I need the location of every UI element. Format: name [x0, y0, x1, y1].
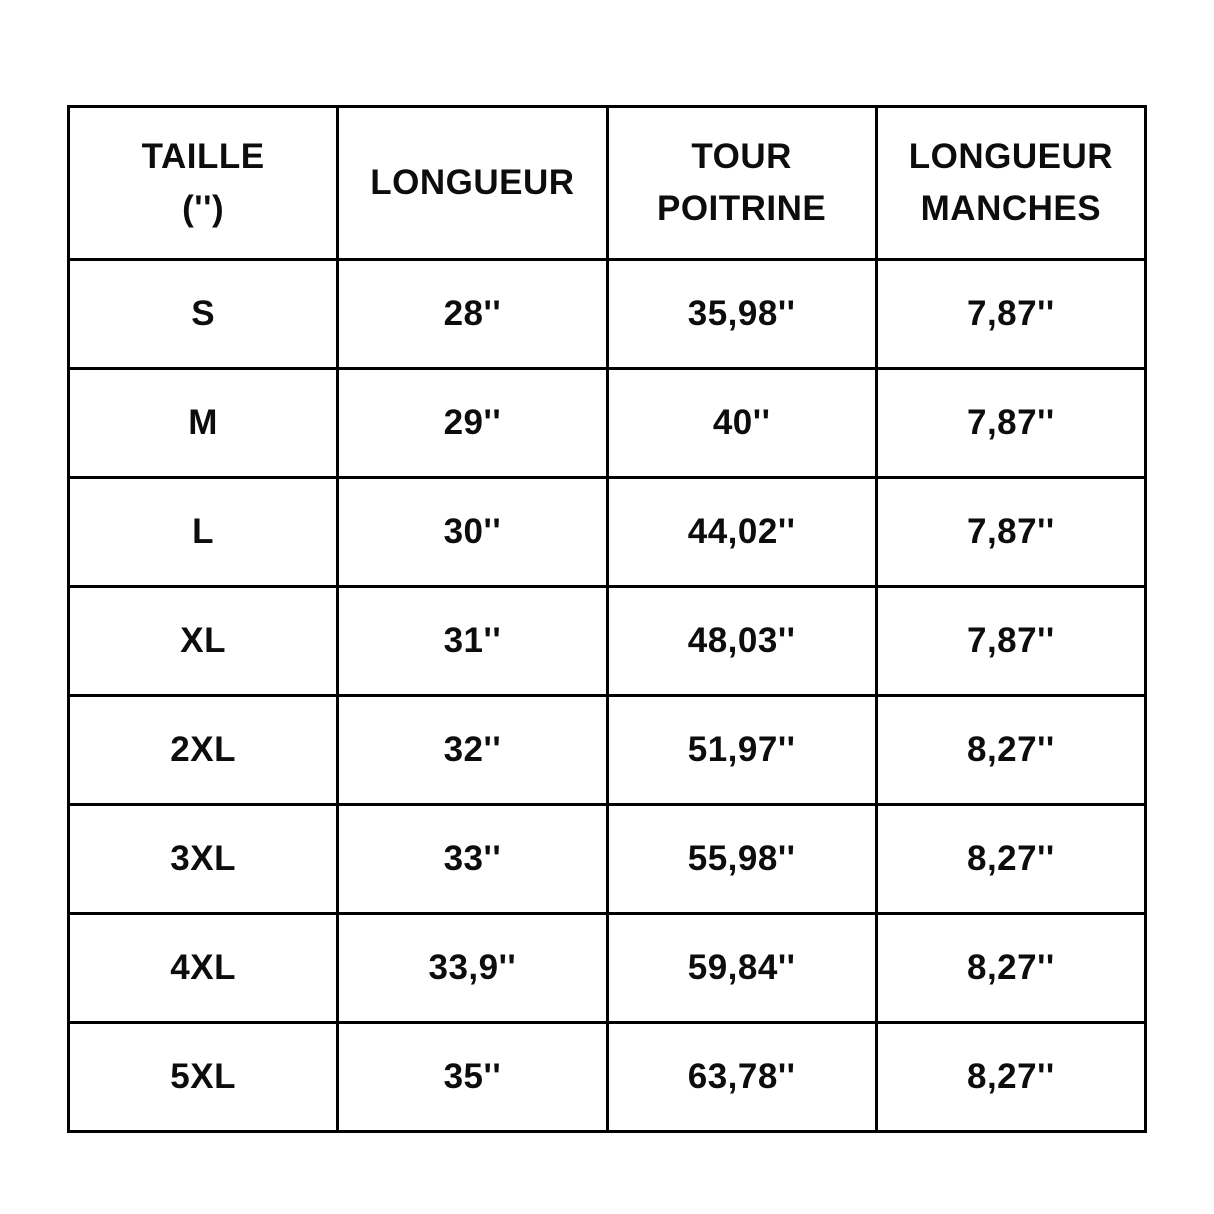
table-row: 5XL 35'' 63,78'' 8,27'' — [66, 1021, 1148, 1133]
size-label-cell: 2XL — [66, 694, 340, 806]
size-label-cell: L — [66, 476, 340, 588]
measurement-cell: 48,03'' — [605, 585, 878, 697]
measurement-cell: 33,9'' — [336, 912, 609, 1024]
measurement-cell: 59,84'' — [605, 912, 878, 1024]
measurement-cell: 51,97'' — [605, 694, 878, 806]
table-row: S 28'' 35,98'' 7,87'' — [66, 258, 1148, 370]
measurement-cell: 7,87'' — [874, 258, 1148, 370]
measurement-cell: 8,27'' — [874, 912, 1148, 1024]
measurement-cell: 32'' — [336, 694, 609, 806]
table-row: 4XL 33,9'' 59,84'' 8,27'' — [66, 912, 1148, 1024]
measurement-cell: 7,87'' — [874, 585, 1148, 697]
table-row: 2XL 32'' 51,97'' 8,27'' — [66, 694, 1148, 806]
measurement-cell: 55,98'' — [605, 803, 878, 915]
measurement-cell: 33'' — [336, 803, 609, 915]
size-label-cell: S — [66, 258, 340, 370]
size-chart-table: TAILLE ('') LONGUEUR TOUR POITRINE LONGUEUR… — [66, 105, 1148, 1133]
measurement-cell: 63,78'' — [605, 1021, 878, 1133]
measurement-cell: 7,87'' — [874, 476, 1148, 588]
size-label-cell: XL — [66, 585, 340, 697]
table-row: XL 31'' 48,03'' 7,87'' — [66, 585, 1148, 697]
measurement-cell: 28'' — [336, 258, 609, 370]
measurement-cell: 31'' — [336, 585, 609, 697]
measurement-cell: 29'' — [336, 367, 609, 479]
measurement-cell: 40'' — [605, 367, 878, 479]
table-row: L 30'' 44,02'' 7,87'' — [66, 476, 1148, 588]
measurement-cell: 7,87'' — [874, 367, 1148, 479]
size-label-cell: 5XL — [66, 1021, 340, 1133]
column-header: TAILLE ('') — [66, 105, 340, 261]
measurement-cell: 8,27'' — [874, 803, 1148, 915]
column-header: TOUR POITRINE — [605, 105, 878, 261]
measurement-cell: 8,27'' — [874, 694, 1148, 806]
size-label-cell: 3XL — [66, 803, 340, 915]
size-label-cell: 4XL — [66, 912, 340, 1024]
column-header: LONGUEUR MANCHES — [874, 105, 1148, 261]
table-row: 3XL 33'' 55,98'' 8,27'' — [66, 803, 1148, 915]
table-body: S 28'' 35,98'' 7,87'' M 29'' 40'' 7,87'' L 30'' 44… — [66, 258, 1148, 1133]
measurement-cell: 35,98'' — [605, 258, 878, 370]
measurement-cell: 44,02'' — [605, 476, 878, 588]
header-row: TAILLE ('') LONGUEUR TOUR POITRINE LONGUEUR… — [66, 105, 1148, 261]
table-header: TAILLE ('') LONGUEUR TOUR POITRINE LONGUEUR… — [66, 105, 1148, 261]
measurement-cell: 30'' — [336, 476, 609, 588]
measurement-cell: 8,27'' — [874, 1021, 1148, 1133]
column-header: LONGUEUR — [336, 105, 609, 261]
size-label-cell: M — [66, 367, 340, 479]
measurement-cell: 35'' — [336, 1021, 609, 1133]
table-row: M 29'' 40'' 7,87'' — [66, 367, 1148, 479]
